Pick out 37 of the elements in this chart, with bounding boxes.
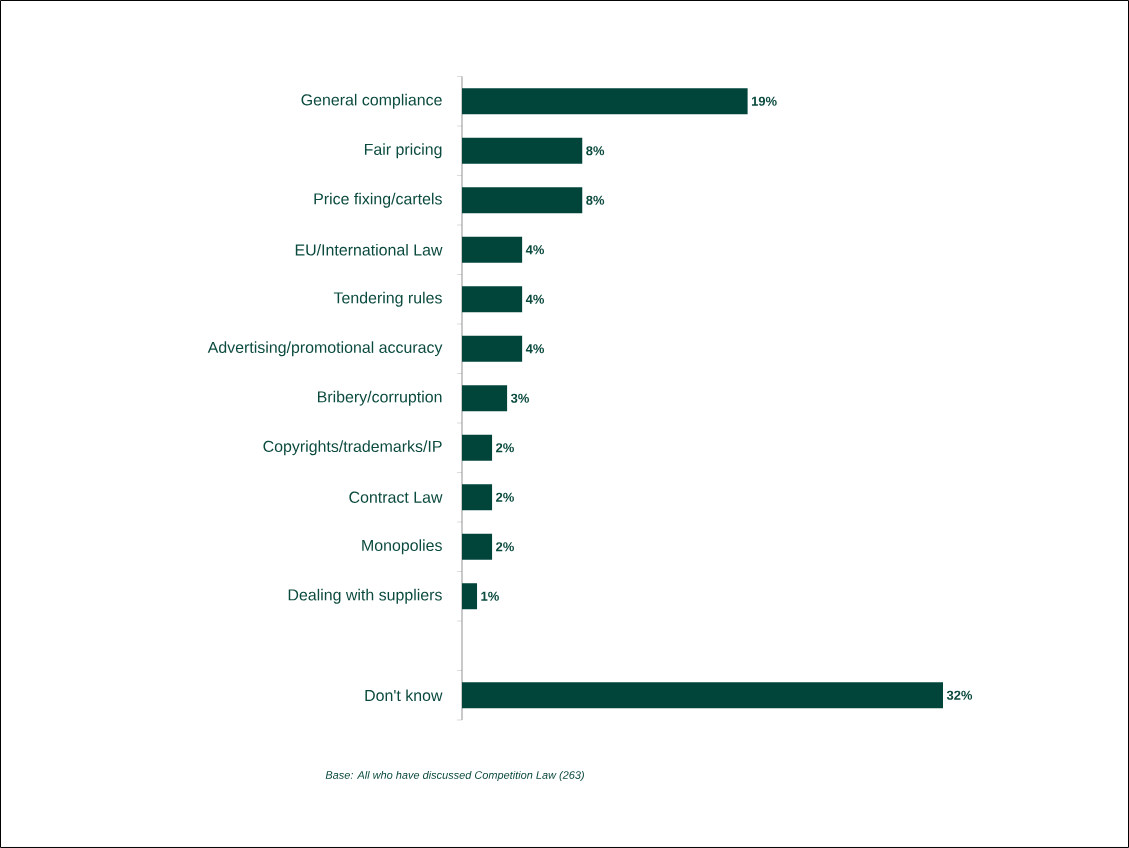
y-tick-label: Copyrights/trademarks/IP	[263, 440, 442, 456]
bar	[462, 682, 944, 709]
data-label: 4%	[525, 344, 545, 354]
y-tick-label: Fair pricing	[364, 143, 442, 159]
data-label: 32%	[946, 690, 973, 700]
data-label: 4%	[525, 245, 545, 255]
data-label: 8%	[586, 195, 605, 205]
y-tick-label: Dealing with suppliers	[288, 588, 442, 604]
y-tick-label: Advertising/promotional accuracy	[207, 341, 443, 357]
data-label: 4%	[525, 294, 545, 304]
data-label: 2%	[496, 443, 514, 453]
text: Base: All who have discussed Competition Law (263)	[325, 770, 584, 782]
y-tick-label: General compliance	[301, 93, 442, 109]
bar	[462, 434, 493, 461]
y-tick-label: Don't know	[365, 689, 443, 702]
y-tick-label: Contract Law	[349, 491, 443, 503]
y-tick-label: Bribery/corruption	[318, 390, 442, 406]
data-label: 2%	[496, 492, 514, 502]
bar	[462, 137, 583, 164]
data-label: 1%	[481, 591, 499, 601]
bar	[462, 533, 493, 560]
data-label: 2%	[496, 542, 514, 552]
bar	[462, 335, 523, 362]
bar	[462, 236, 523, 263]
bar	[462, 286, 523, 313]
bar	[462, 88, 748, 115]
data-label: 3%	[510, 393, 529, 403]
y-tick-label: Tendering rules	[333, 291, 442, 307]
bar	[462, 187, 583, 214]
data-label: 8%	[586, 146, 605, 156]
y-tick-label: Price fixing/cartels	[314, 192, 442, 208]
bar	[462, 385, 508, 412]
y-tick-label: EU/International Law	[295, 243, 443, 256]
bar	[462, 583, 478, 610]
bar	[462, 484, 493, 511]
data-label: 19%	[751, 96, 777, 106]
y-tick-label: Monopolies	[362, 539, 442, 555]
